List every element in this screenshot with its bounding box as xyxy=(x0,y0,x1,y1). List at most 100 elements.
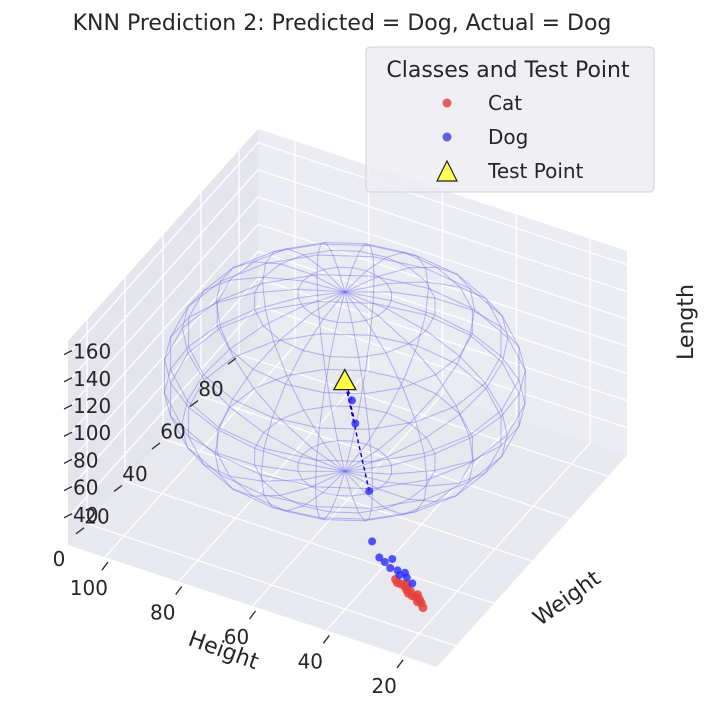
sphere-parallel xyxy=(169,300,520,509)
z-tick-mark xyxy=(63,431,73,437)
sphere-meridian xyxy=(181,276,345,472)
sphere-parallel xyxy=(297,440,392,497)
z-grid-line xyxy=(67,196,628,410)
z-tick-label: 60 xyxy=(73,476,98,500)
y-tick-label: 60 xyxy=(160,420,185,444)
legend-label-cat: Cat xyxy=(488,91,522,115)
legend-title: Classes and Test Point xyxy=(386,58,630,83)
x-tick-mark xyxy=(248,610,257,620)
dog-point xyxy=(393,566,402,575)
x-tick-label: 100 xyxy=(70,576,108,600)
z-tick-label: 140 xyxy=(73,367,111,391)
z-tick-label: 100 xyxy=(73,421,111,445)
sphere-meridian xyxy=(260,291,346,512)
y-tick-mark xyxy=(151,442,161,450)
dog-point xyxy=(401,568,409,577)
legend-marker-cat xyxy=(442,98,452,108)
z-tick-mark xyxy=(63,404,73,410)
x-tick-mark xyxy=(175,586,183,596)
sphere-meridian xyxy=(164,288,345,472)
dog-point xyxy=(380,558,389,566)
sphere-parallel xyxy=(254,405,436,514)
z-tick-label: 40 xyxy=(73,503,98,527)
sphere-meridian xyxy=(344,291,508,487)
z-grid-line xyxy=(67,223,628,437)
y-tick-label: 20 xyxy=(84,504,109,528)
sphere-parallel xyxy=(187,243,502,430)
dog-point xyxy=(365,487,374,496)
chart-title: KNN Prediction 2: Predicted = Dog, Actua… xyxy=(73,11,612,36)
x-tick-label: 20 xyxy=(371,674,396,698)
sphere-parallel xyxy=(169,254,520,463)
y-tick-label: 80 xyxy=(198,377,223,401)
sphere-meridian xyxy=(316,241,346,472)
x-tick-label: 80 xyxy=(150,601,175,625)
z-tick-mark xyxy=(63,349,73,356)
z-tick-label: 120 xyxy=(73,394,111,418)
sphere-parallel xyxy=(216,241,473,395)
z-tick-mark xyxy=(63,377,73,383)
legend-marker-test-point xyxy=(436,159,458,182)
legend-frame xyxy=(365,46,655,193)
sphere-meridian xyxy=(344,291,428,516)
dog-point xyxy=(386,564,395,572)
sphere-parallel xyxy=(187,333,502,520)
data-points xyxy=(332,368,428,613)
sphere-meridian xyxy=(344,266,476,472)
z-tick-label: 80 xyxy=(73,448,98,472)
cat-point xyxy=(414,595,424,604)
sphere-meridian xyxy=(215,261,346,472)
sphere-meridian xyxy=(344,291,474,503)
y-tick-mark xyxy=(189,400,199,408)
dog-point xyxy=(348,396,356,405)
sphere-meridian xyxy=(214,291,346,497)
x-tick-mark xyxy=(101,561,109,571)
sphere-meridian xyxy=(314,291,346,521)
sphere-parallel xyxy=(163,274,526,490)
y-axis-label: Weight xyxy=(529,566,606,631)
test-point-marker xyxy=(332,368,357,391)
z-tick-mark xyxy=(63,513,73,519)
dog-point xyxy=(388,555,397,563)
legend-marker-dog xyxy=(442,132,452,142)
sphere-meridian xyxy=(262,248,346,472)
cat-point xyxy=(403,588,413,598)
x-tick-mark xyxy=(322,634,330,644)
z-tick-mark xyxy=(63,458,73,465)
dog-point xyxy=(351,419,360,428)
legend-label-dog: Dog xyxy=(488,125,528,149)
sphere-meridian xyxy=(163,291,345,472)
y-tick-label: 0 xyxy=(53,547,66,571)
z-tick-mark xyxy=(63,485,73,492)
y-tick-mark xyxy=(75,527,85,535)
y-tick-label: 40 xyxy=(122,462,147,486)
legend-label-test-point: Test Point xyxy=(487,159,584,183)
z-axis-label: Length xyxy=(674,284,699,360)
sphere-parallel xyxy=(254,249,436,358)
sphere-meridian xyxy=(344,251,429,472)
neighbor-radius-sphere xyxy=(163,241,526,522)
z-grid-line xyxy=(67,169,628,383)
dog-point xyxy=(368,537,377,546)
dog-point xyxy=(408,579,417,588)
z-grid-line xyxy=(67,305,628,519)
sphere-meridian xyxy=(344,281,509,472)
sphere-meridian xyxy=(344,291,526,472)
z-tick-label: 160 xyxy=(73,340,111,364)
x-tick-label: 60 xyxy=(224,625,249,649)
sphere-parallel xyxy=(297,266,392,324)
z-grid-line xyxy=(67,250,628,464)
x-tick-mark xyxy=(396,659,404,669)
x-tick-label: 40 xyxy=(298,649,323,673)
sphere-meridian xyxy=(344,291,374,522)
legend: Classes and Test Point Cat Dog Test Poin… xyxy=(365,46,655,193)
sphere-meridian xyxy=(344,243,375,472)
z-grid-line xyxy=(67,277,628,492)
sphere-parallel xyxy=(216,368,473,522)
sphere-meridian xyxy=(181,291,345,482)
sphere-meridian xyxy=(344,291,526,475)
z-grid-line xyxy=(67,141,628,356)
